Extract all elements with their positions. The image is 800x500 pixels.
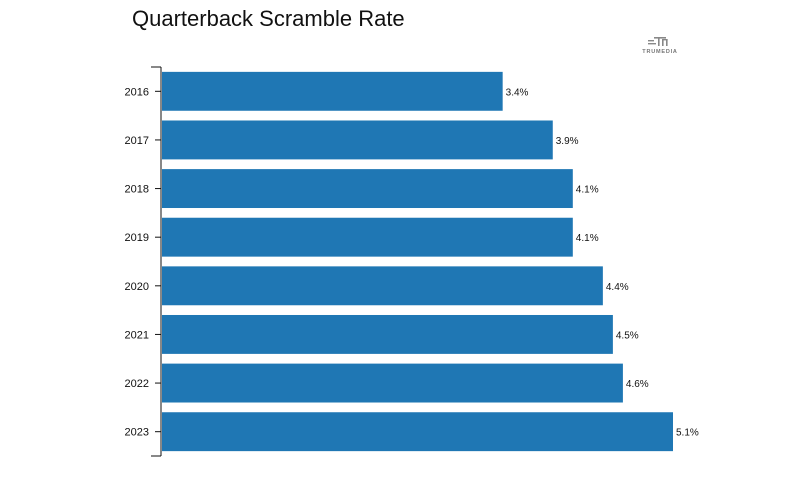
y-tick-label: 2018 [125, 184, 149, 196]
y-axis [151, 66, 162, 457]
bar [162, 363, 623, 403]
chart-title: Quarterback Scramble Rate [132, 6, 405, 31]
bar [162, 71, 503, 111]
bars [162, 71, 673, 452]
y-tick-label: 2019 [125, 232, 149, 244]
bar-value-label: 4.5% [616, 330, 639, 341]
bar-value-label: 3.9% [556, 136, 579, 147]
labels: 2016 3.4% 2017 3.9% 2018 4.1% 2019 4.1% 2020 4.4%… [125, 86, 699, 438]
trumedia-logo-icon [648, 37, 668, 46]
bar [162, 217, 573, 257]
logo-text: TRUMEDIA [642, 49, 678, 55]
bar [162, 412, 673, 452]
y-tick-label: 2017 [125, 135, 149, 147]
y-tick-label: 2021 [125, 329, 149, 341]
bar-value-label: 4.1% [576, 185, 599, 196]
y-tick-label: 2020 [125, 281, 149, 293]
bar-value-label: 4.1% [576, 233, 599, 244]
bar-value-label: 4.6% [626, 379, 649, 390]
bar-value-label: 5.1% [676, 428, 699, 439]
trumedia-logo: TRUMEDIA [639, 37, 681, 59]
bar-value-label: 4.4% [606, 282, 629, 293]
y-tick-label: 2016 [125, 86, 149, 98]
bar [162, 169, 573, 209]
bar [162, 314, 613, 354]
bar [162, 120, 553, 160]
bar-value-label: 3.4% [506, 87, 529, 98]
y-tick-label: 2023 [125, 427, 149, 439]
bar [162, 266, 603, 306]
y-tick-label: 2022 [125, 378, 149, 390]
